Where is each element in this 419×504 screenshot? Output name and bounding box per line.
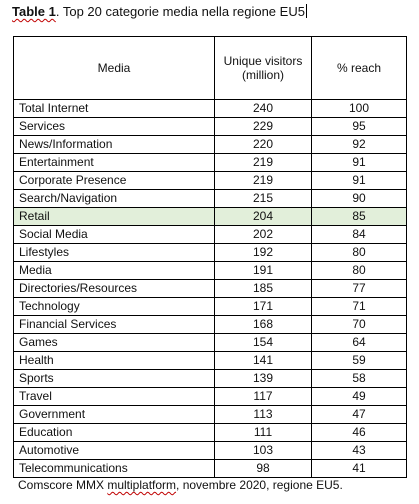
row-visitors-cell: 113 — [214, 405, 312, 424]
row-visitors-cell: 117 — [214, 387, 312, 406]
media-table: Media Unique visitors (million) % reach … — [13, 36, 407, 478]
table-row: Health 141 59 — [13, 351, 407, 370]
row-visitors-cell: 111 — [214, 423, 312, 442]
row-reach-cell: 41 — [311, 459, 407, 478]
row-visitors-cell: 215 — [214, 189, 312, 208]
row-reach-cell: 80 — [311, 243, 407, 262]
row-reach-cell: 59 — [311, 351, 407, 370]
row-reach-cell: 80 — [311, 261, 407, 280]
row-reach-cell: 90 — [311, 189, 407, 208]
row-media-cell: Education — [13, 423, 215, 442]
row-reach-cell: 47 — [311, 405, 407, 424]
row-media-cell: News/Information — [13, 135, 215, 154]
table-row: Entertainment 219 91 — [13, 153, 407, 172]
row-media-cell: Lifestyles — [13, 243, 215, 262]
header-reach: % reach — [311, 36, 407, 100]
row-visitors-cell: 240 — [214, 99, 312, 118]
row-media-cell: Services — [13, 117, 215, 136]
table-row: Search/Navigation 215 90 — [13, 189, 407, 208]
row-media-cell: Sports — [13, 369, 215, 388]
row-reach-cell: 92 — [311, 135, 407, 154]
source-part-2: multiplatform — [107, 478, 177, 492]
text-cursor — [305, 4, 307, 18]
row-media-cell: Travel — [13, 387, 215, 406]
row-media-cell: Corporate Presence — [13, 171, 215, 190]
row-media-cell: Social Media — [13, 225, 215, 244]
table-row: Social Media 202 84 — [13, 225, 407, 244]
source-part-1: Comscore MMX — [18, 478, 108, 492]
row-reach-cell: 85 — [311, 207, 407, 226]
table-row: Corporate Presence 219 91 — [13, 171, 407, 190]
table-body: Total Internet 240 100 Services 229 95 News/In… — [13, 99, 407, 478]
header-unique-visitors: Unique visitors (million) — [214, 36, 312, 100]
row-reach-cell: 100 — [311, 99, 407, 118]
table-row: Services 229 95 — [13, 117, 407, 136]
table-row: Media 191 80 — [13, 261, 407, 280]
header-media: Media — [13, 36, 215, 100]
source-note: Comscore MMX multiplatform, novembre 202… — [18, 478, 343, 492]
row-reach-cell: 77 — [311, 279, 407, 298]
row-visitors-cell: 191 — [214, 261, 312, 280]
row-visitors-cell: 168 — [214, 315, 312, 334]
row-reach-cell: 91 — [311, 171, 407, 190]
row-visitors-cell: 229 — [214, 117, 312, 136]
row-visitors-cell: 220 — [214, 135, 312, 154]
row-reach-cell: 64 — [311, 333, 407, 352]
table-row: Directories/Resources 185 77 — [13, 279, 407, 298]
row-visitors-cell: 204 — [214, 207, 312, 226]
table-row: Retail 204 85 — [13, 207, 407, 226]
row-media-cell: Health — [13, 351, 215, 370]
row-visitors-cell: 154 — [214, 333, 312, 352]
row-visitors-cell: 192 — [214, 243, 312, 262]
row-visitors-cell: 139 — [214, 369, 312, 388]
row-media-cell: Media — [13, 261, 215, 280]
row-media-cell: Financial Services — [13, 315, 215, 334]
row-media-cell: Search/Navigation — [13, 189, 215, 208]
table-row: Automotive 103 43 — [13, 441, 407, 460]
row-media-cell: Automotive — [13, 441, 215, 460]
table-row: Sports 139 58 — [13, 369, 407, 388]
row-media-cell: Telecommunications — [13, 459, 215, 478]
row-reach-cell: 46 — [311, 423, 407, 442]
row-visitors-cell: 98 — [214, 459, 312, 478]
row-visitors-cell: 219 — [214, 171, 312, 190]
caption-text: . Top 20 categorie media nella regione E… — [55, 4, 305, 19]
row-media-cell: Directories/Resources — [13, 279, 215, 298]
row-reach-cell: 70 — [311, 315, 407, 334]
caption-label: Table 1 — [12, 4, 56, 19]
table-row: Lifestyles 192 80 — [13, 243, 407, 262]
table-row: Travel 117 49 — [13, 387, 407, 406]
row-reach-cell: 84 — [311, 225, 407, 244]
table-row: Telecommunications 98 41 — [13, 459, 407, 478]
row-media-cell: Games — [13, 333, 215, 352]
row-visitors-cell: 219 — [214, 153, 312, 172]
row-media-cell: Total Internet — [13, 99, 215, 118]
table-caption: Table 1. Top 20 categorie media nella re… — [12, 4, 307, 19]
row-visitors-cell: 103 — [214, 441, 312, 460]
row-media-cell: Entertainment — [13, 153, 215, 172]
row-reach-cell: 49 — [311, 387, 407, 406]
table-row: Government 113 47 — [13, 405, 407, 424]
table-row: News/Information 220 92 — [13, 135, 407, 154]
table-row: Total Internet 240 100 — [13, 99, 407, 118]
row-reach-cell: 91 — [311, 153, 407, 172]
row-media-cell: Government — [13, 405, 215, 424]
row-reach-cell: 71 — [311, 297, 407, 316]
table-row: Technology 171 71 — [13, 297, 407, 316]
row-visitors-cell: 171 — [214, 297, 312, 316]
row-reach-cell: 43 — [311, 441, 407, 460]
table-row: Education 111 46 — [13, 423, 407, 442]
table-header-row: Media Unique visitors (million) % reach — [13, 36, 407, 100]
row-reach-cell: 58 — [311, 369, 407, 388]
row-visitors-cell: 202 — [214, 225, 312, 244]
table-row: Games 154 64 — [13, 333, 407, 352]
row-visitors-cell: 185 — [214, 279, 312, 298]
row-reach-cell: 95 — [311, 117, 407, 136]
row-media-cell: Technology — [13, 297, 215, 316]
row-visitors-cell: 141 — [214, 351, 312, 370]
row-media-cell: Retail — [13, 207, 215, 226]
source-part-3: , novembre 2020, regione EU5. — [176, 478, 343, 492]
table-row: Financial Services 168 70 — [13, 315, 407, 334]
